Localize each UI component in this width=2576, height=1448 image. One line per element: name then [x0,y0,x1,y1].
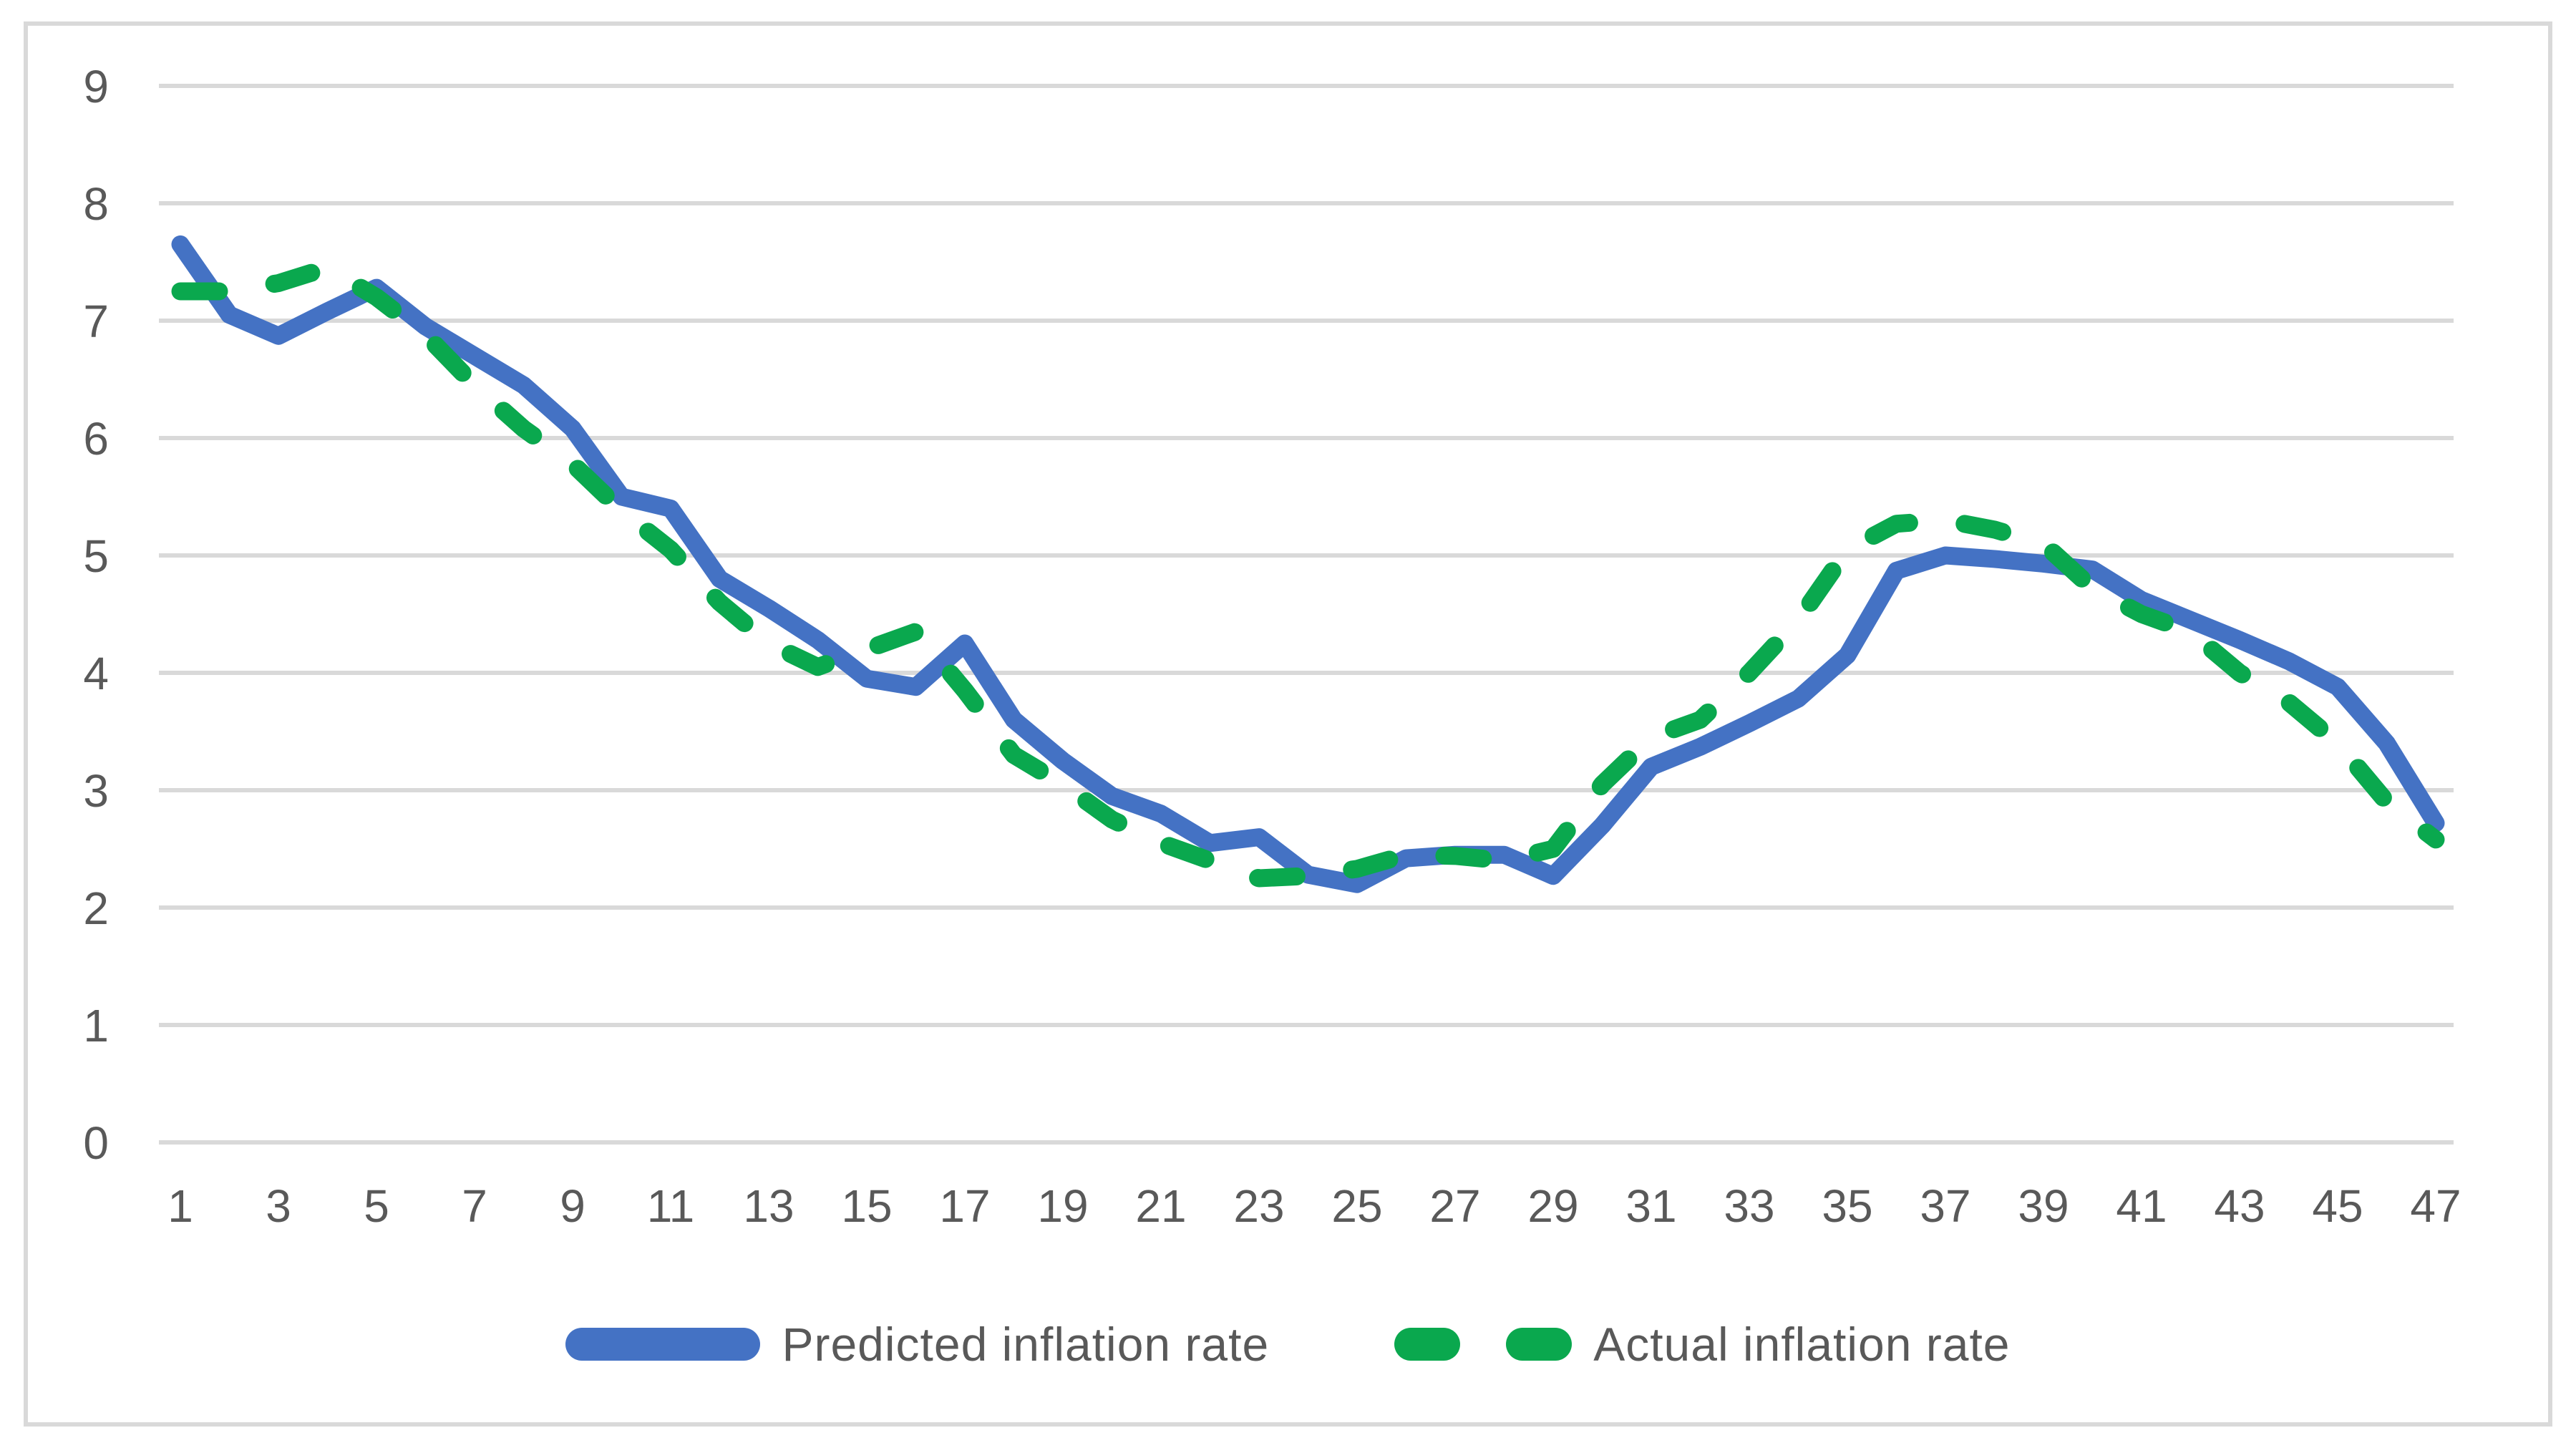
y-tick-label: 2 [83,883,109,934]
y-tick-label: 8 [83,178,109,230]
x-tick-label: 39 [2018,1180,2069,1232]
x-tick-label: 13 [743,1180,794,1232]
x-tick-label: 43 [2214,1180,2265,1232]
x-tick-label: 1 [167,1180,193,1232]
x-tick-label: 37 [1920,1180,1970,1232]
x-tick-label: 47 [2410,1180,2461,1232]
x-tick-label: 19 [1037,1180,1088,1232]
legend: Predicted inflation rate Actual inflatio… [0,1317,2576,1371]
x-tick-label: 7 [462,1180,487,1232]
y-tick-label: 9 [83,61,109,112]
y-tick-label: 7 [83,296,109,347]
y-tick-label: 1 [83,1000,109,1051]
x-tick-label: 21 [1135,1180,1186,1232]
x-tick-label: 41 [2116,1180,2167,1232]
legend-label-predicted: Predicted inflation rate [782,1318,1270,1371]
legend-item-predicted[interactable]: Predicted inflation rate [565,1317,1269,1371]
x-tick-label: 31 [1625,1180,1676,1232]
x-tick-label: 17 [939,1180,990,1232]
y-tick-label: 6 [83,413,109,465]
legend-label-actual: Actual inflation rate [1593,1318,2011,1371]
y-tick-label: 0 [83,1117,109,1169]
x-tick-label: 27 [1429,1180,1480,1232]
x-tick-label: 45 [2312,1180,2363,1232]
y-tick-label: 5 [83,530,109,582]
x-tick-label: 23 [1233,1180,1284,1232]
y-tick-label: 4 [83,648,109,699]
x-tick-label: 11 [647,1180,694,1232]
legend-key-predicted-solid-line [565,1328,761,1361]
legend-item-actual[interactable]: Actual inflation rate [1394,1317,2010,1371]
x-tick-label: 5 [364,1180,389,1232]
x-tick-label: 15 [841,1180,892,1232]
x-tick-label: 33 [1724,1180,1774,1232]
legend-key-actual-dashed-line [1394,1328,1573,1361]
y-tick-label: 3 [83,765,109,817]
x-tick-label: 3 [266,1180,291,1232]
x-tick-label: 9 [560,1180,585,1232]
x-tick-label: 35 [1822,1180,1872,1232]
series-line-actual [171,258,2445,888]
x-tick-label: 29 [1527,1180,1578,1232]
chart-border [24,21,2552,1427]
x-tick-label: 25 [1331,1180,1382,1232]
